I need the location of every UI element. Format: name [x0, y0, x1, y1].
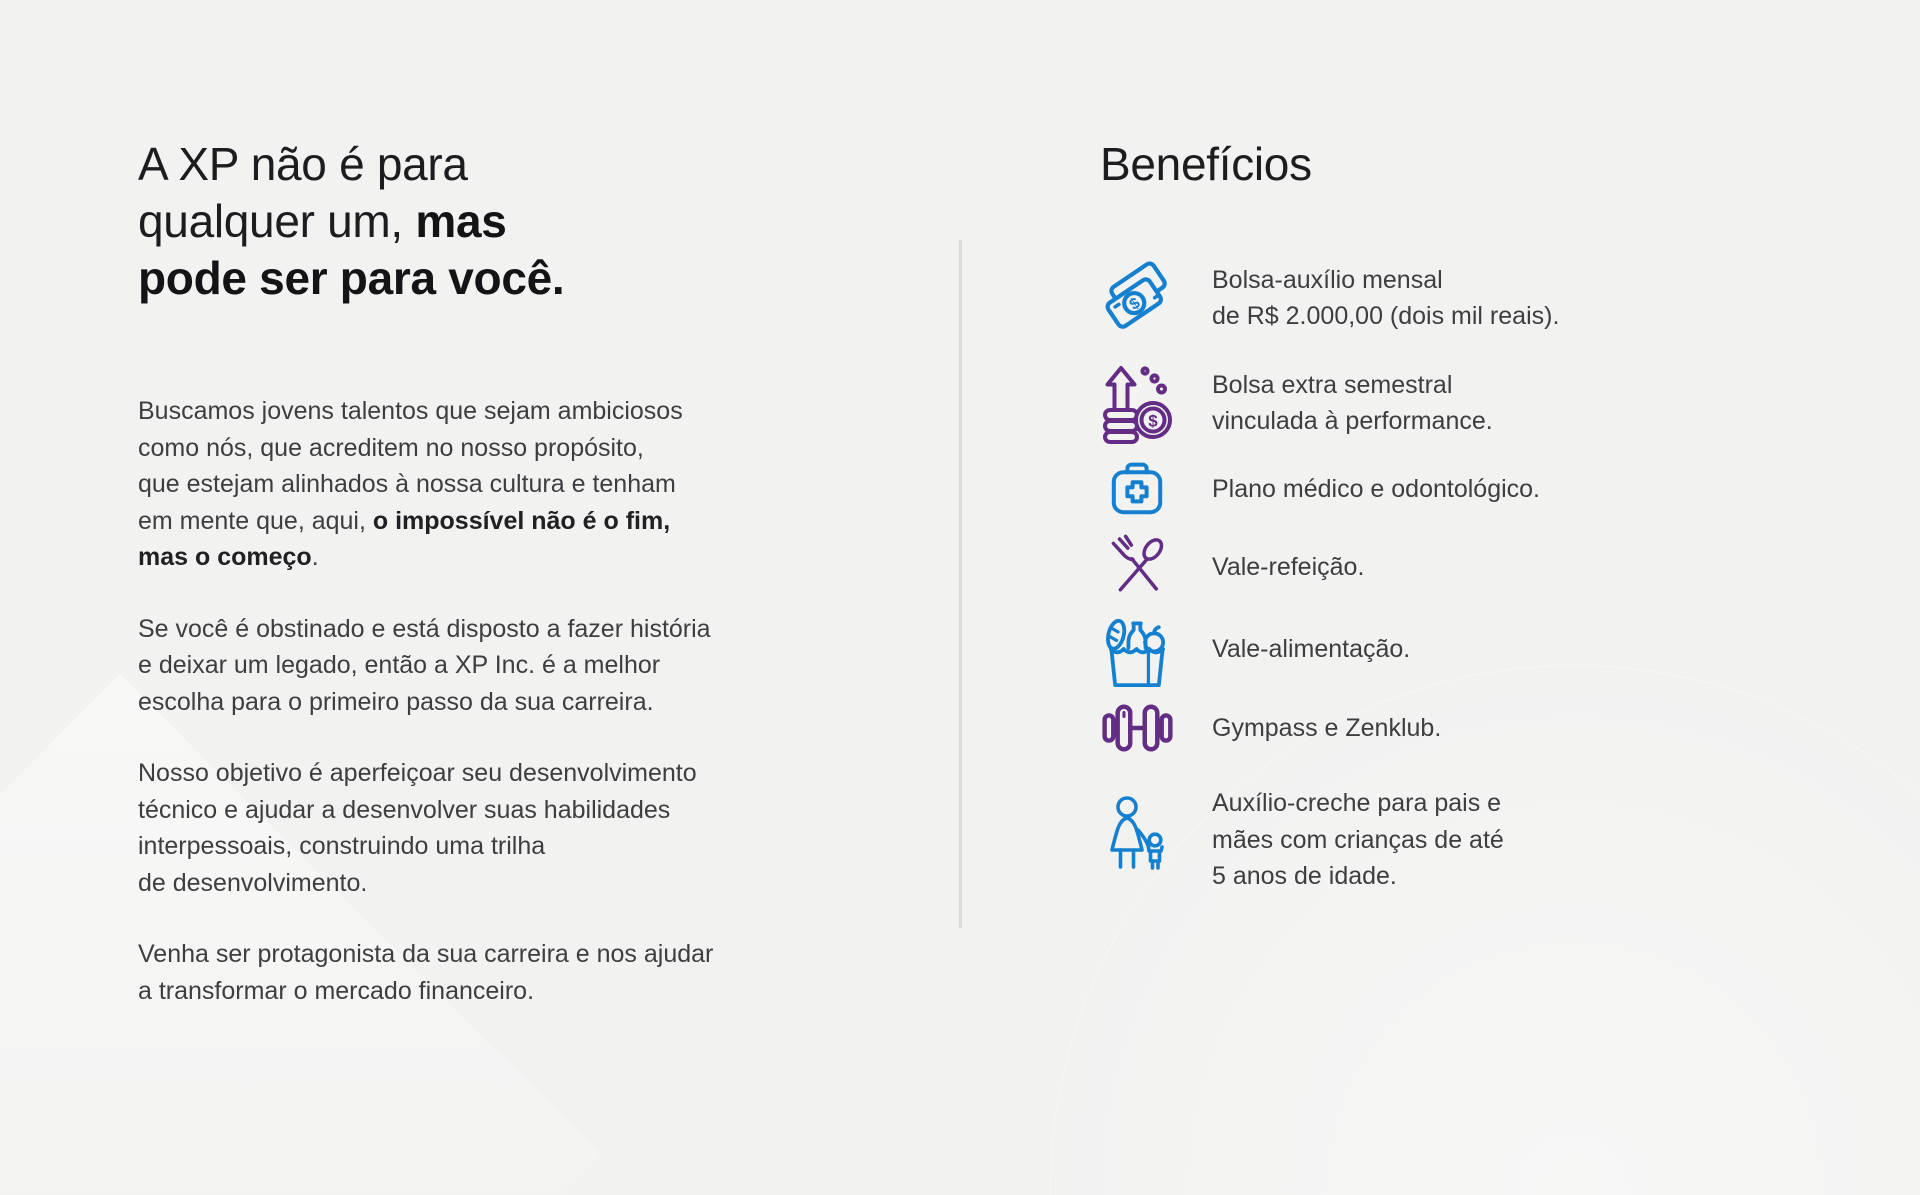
- benefit-item-bolsa-extra: $ Bolsa extra semestral vinculada à perf…: [1094, 358, 1694, 448]
- page-title-light: A XP não é para qualquer um,: [138, 138, 468, 247]
- intro-paragraph-3: Nosso objetivo é aperfeiçoar seu desenvo…: [138, 759, 697, 897]
- intro-paragraph-1-bold: o impossível não é o fim, mas o começo: [138, 506, 671, 572]
- cutlery-icon: [1094, 532, 1180, 602]
- benefit-item-vale-alimentacao: Vale-alimentação.: [1094, 608, 1694, 690]
- intro-paragraph-4: Venha ser protagonista da sua carreira e…: [138, 940, 714, 1005]
- page-title: A XP não é para qualquer um, mas pode se…: [138, 136, 798, 307]
- page-title-bold: mas pode ser para você.: [138, 195, 565, 304]
- benefit-item-auxilio-creche: Auxílio-creche para pais e mães com cria…: [1094, 784, 1694, 896]
- intro-paragraph-2: Se você é obstinado e está disposto a fa…: [138, 614, 711, 716]
- benefit-text: Auxílio-creche para pais e mães com cria…: [1212, 789, 1504, 891]
- coins-growth-icon: $: [1094, 361, 1180, 445]
- grocery-bag-icon: [1094, 609, 1180, 689]
- medical-kit-icon: [1094, 457, 1180, 521]
- intro-paragraph-1-period: .: [311, 543, 319, 571]
- benefit-item-plano-medico: Plano médico e odontológico.: [1094, 456, 1694, 522]
- benefit-item-bolsa-auxilio: $ Bolsa-auxílio mensal de R$ 2.000,00 (d…: [1094, 250, 1694, 346]
- benefits-title: Benefícios: [1100, 138, 1312, 190]
- intro-paragraph-1: Buscamos jovens talentos que sejam ambic…: [138, 393, 798, 576]
- vertical-divider: [959, 240, 962, 928]
- svg-text:$: $: [1148, 412, 1158, 431]
- intro-paragraph-1-text: Buscamos jovens talentos que sejam ambic…: [138, 397, 683, 535]
- benefit-text: Bolsa extra semestral vinculada à perfor…: [1212, 370, 1493, 436]
- benefit-item-vale-refeicao: Vale-refeição.: [1094, 532, 1694, 602]
- dumbbell-icon: [1094, 699, 1180, 757]
- benefit-text: Vale-alimentação.: [1212, 634, 1411, 663]
- benefits-list: $ Bolsa-auxílio mensal de R$ 2.000,00 (d…: [1094, 250, 1694, 896]
- benefit-item-gympass: Gympass e Zenklub.: [1094, 698, 1694, 758]
- benefit-text: Bolsa-auxílio mensal de R$ 2.000,00 (doi…: [1212, 265, 1560, 331]
- benefit-text: Gympass e Zenklub.: [1212, 713, 1442, 742]
- parent-child-icon: [1094, 794, 1180, 886]
- benefit-text: Vale-refeição.: [1212, 552, 1365, 581]
- banknote-icon: $: [1094, 252, 1180, 344]
- benefit-text: Plano médico e odontológico.: [1212, 474, 1541, 503]
- intro-column: A XP não é para qualquer um, mas pode se…: [138, 136, 798, 1044]
